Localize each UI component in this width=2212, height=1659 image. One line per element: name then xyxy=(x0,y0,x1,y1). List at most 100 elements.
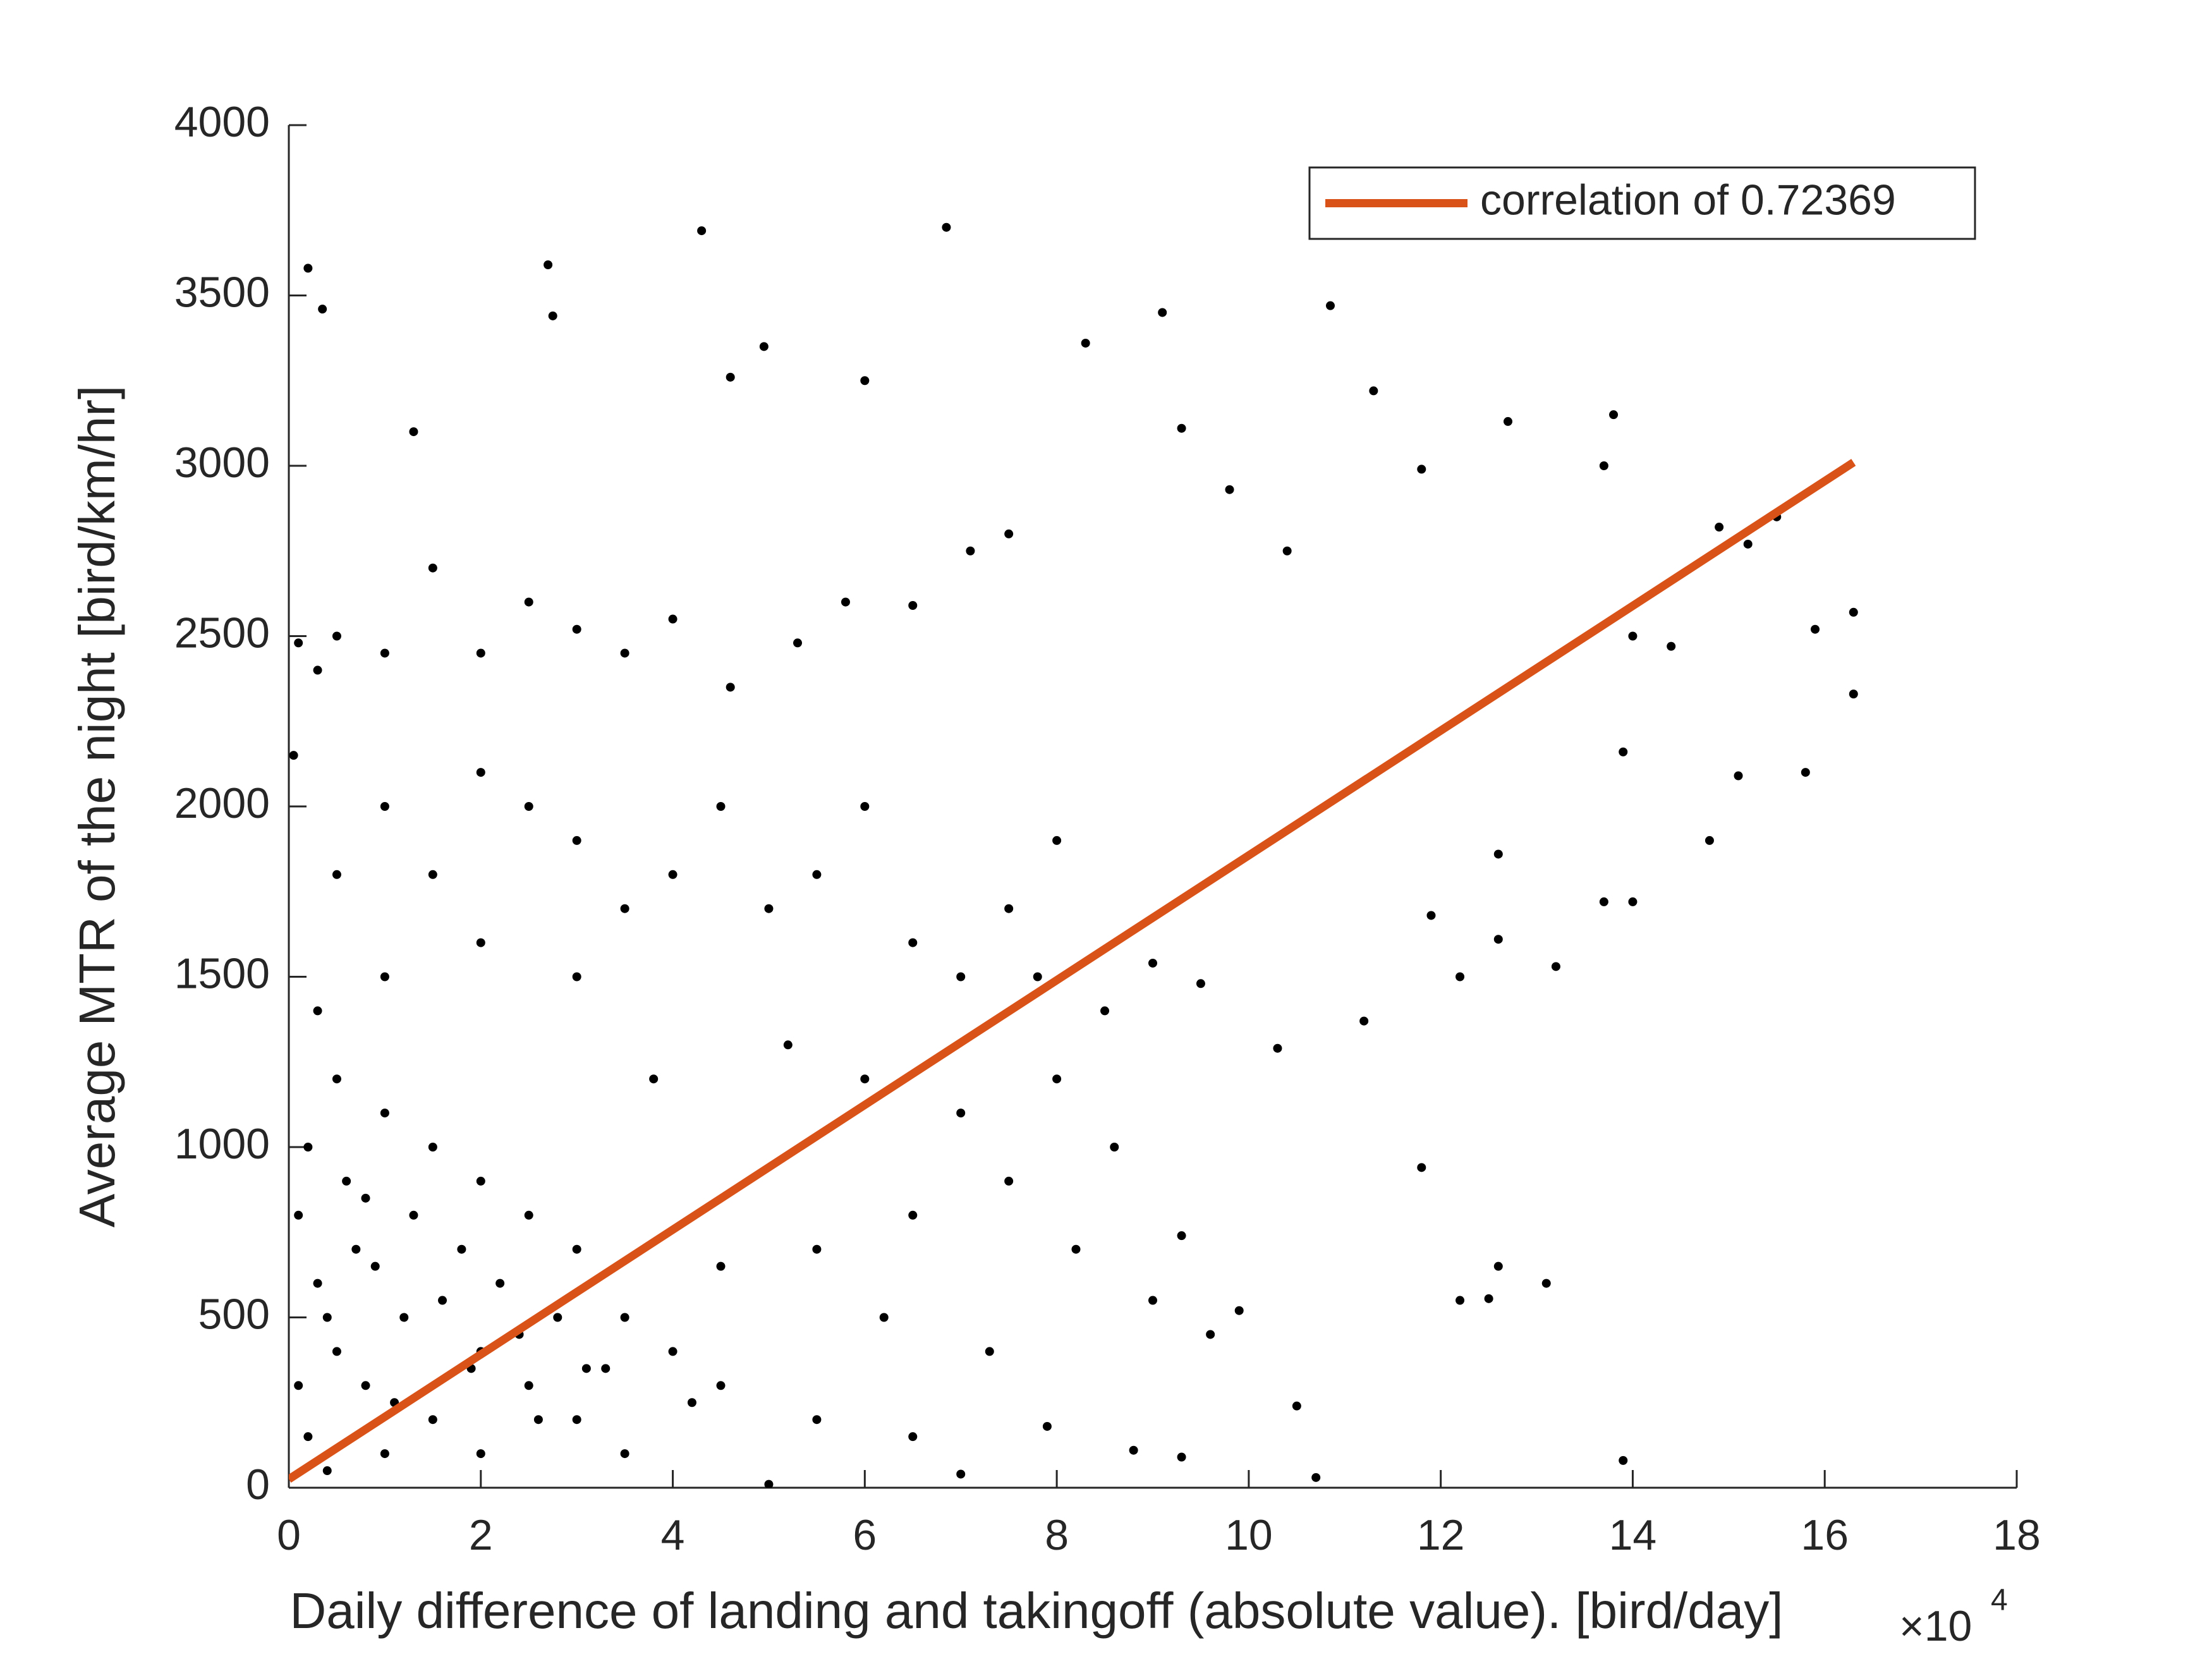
scatter-point xyxy=(1052,1074,1062,1084)
x-tick-label: 6 xyxy=(853,1511,877,1559)
scatter-point xyxy=(294,638,303,648)
scatter-point xyxy=(759,342,769,351)
scatter-point xyxy=(908,1432,918,1442)
scatter-point xyxy=(764,1480,774,1488)
scatter-point xyxy=(1493,1261,1503,1271)
scatter-point xyxy=(716,1381,726,1390)
x-tick-label: 0 xyxy=(277,1511,301,1559)
scatter-point xyxy=(428,563,437,573)
x-axis-label: Daily difference of landing and takingof… xyxy=(290,1583,1784,1639)
scatter-point xyxy=(1177,1452,1186,1462)
scatter-point xyxy=(1225,485,1234,494)
scatter-point xyxy=(544,260,553,269)
scatter-point xyxy=(860,1074,870,1084)
scatter-point xyxy=(783,1040,793,1050)
scatter-point xyxy=(1493,849,1503,859)
y-tick-label: 3500 xyxy=(174,268,270,316)
scatter-point xyxy=(1129,1445,1138,1455)
scatter-point xyxy=(380,1109,389,1118)
scatter-point xyxy=(1801,768,1810,777)
scatter-point xyxy=(764,904,774,913)
y-tick-label: 0 xyxy=(246,1461,270,1509)
scatter-point xyxy=(553,1313,562,1322)
scatter-point xyxy=(409,1210,418,1220)
scatter-point xyxy=(1849,607,1858,617)
scatter-point xyxy=(428,1415,437,1425)
x-scale-exponent: 4 xyxy=(1991,1584,2008,1617)
scatter-point xyxy=(985,1347,994,1356)
x-tick-label: 4 xyxy=(661,1511,685,1559)
legend-label: correlation of 0.72369 xyxy=(1480,176,1896,224)
scatter-point xyxy=(1628,897,1638,906)
scatter-point xyxy=(332,870,341,879)
scatter-point xyxy=(289,751,298,760)
scatter-point xyxy=(380,972,389,981)
x-tick-label: 2 xyxy=(469,1511,493,1559)
scatter-point xyxy=(1369,386,1378,396)
scatter-point xyxy=(601,1364,611,1373)
scatter-point xyxy=(428,1143,437,1152)
scatter-point xyxy=(1628,631,1638,641)
scatter-point xyxy=(1004,904,1014,913)
scatter-point xyxy=(1282,546,1292,556)
scatter-point xyxy=(1493,935,1503,944)
scatter-point xyxy=(438,1296,447,1305)
scatter-point xyxy=(1455,1296,1465,1305)
scatter-point xyxy=(687,1398,696,1407)
scatter-point xyxy=(1417,465,1426,474)
scatter-point xyxy=(620,1449,629,1459)
scatter-point xyxy=(476,648,485,658)
scatter-point xyxy=(476,768,485,777)
scatter-point xyxy=(303,1432,313,1442)
scatter-point xyxy=(1148,1296,1157,1305)
scatter-point xyxy=(294,1210,303,1220)
scatter-point xyxy=(1177,1231,1186,1241)
scatter-point xyxy=(1234,1306,1244,1315)
scatter-point xyxy=(966,546,975,556)
scatter-point xyxy=(313,1006,322,1016)
scatter-point xyxy=(495,1279,505,1288)
scatter-point xyxy=(294,1381,303,1390)
scatter-point xyxy=(1359,1016,1369,1026)
scatter-point xyxy=(1743,539,1753,549)
x-tick-label: 16 xyxy=(1801,1511,1849,1559)
scatter-point xyxy=(716,1261,726,1271)
scatter-point xyxy=(956,972,966,981)
scatter-point xyxy=(572,624,581,634)
scatter-point xyxy=(879,1313,889,1322)
scatter-point xyxy=(620,1313,629,1322)
scatter-point xyxy=(428,870,437,879)
scatter-point xyxy=(942,222,951,232)
scatter-point xyxy=(351,1244,361,1254)
scatter-point xyxy=(860,802,870,811)
x-scale-label: ×10 xyxy=(1899,1602,1972,1650)
scatter-point xyxy=(668,1347,678,1356)
scatter-point xyxy=(908,600,918,610)
scatter-point xyxy=(1004,529,1014,538)
y-tick-label: 500 xyxy=(198,1290,270,1338)
scatter-point xyxy=(380,648,389,658)
scatter-point xyxy=(1177,423,1186,433)
scatter-point xyxy=(524,1210,533,1220)
scatter-point xyxy=(1042,1421,1052,1431)
scatter-point xyxy=(1455,972,1465,981)
scatter-point xyxy=(533,1415,543,1425)
x-tick-label: 8 xyxy=(1045,1511,1069,1559)
x-tick-label: 10 xyxy=(1225,1511,1273,1559)
scatter-point xyxy=(1609,410,1619,420)
scatter-point xyxy=(332,1074,341,1084)
scatter-point xyxy=(841,597,850,607)
scatter-point xyxy=(860,376,870,386)
scatter-point xyxy=(956,1469,966,1479)
x-tick-label: 14 xyxy=(1609,1511,1657,1559)
scatter-point xyxy=(572,836,581,845)
scatter-point xyxy=(399,1313,409,1322)
scatter-point xyxy=(1715,523,1724,532)
scatter-point xyxy=(1734,771,1743,781)
y-axis-label: Average MTR of the night [bird/km/hr] xyxy=(69,386,125,1227)
scatter-point xyxy=(812,1244,822,1254)
scatter-point xyxy=(668,870,678,879)
scatter-point xyxy=(1100,1006,1110,1016)
scatter-point xyxy=(1004,1176,1014,1186)
